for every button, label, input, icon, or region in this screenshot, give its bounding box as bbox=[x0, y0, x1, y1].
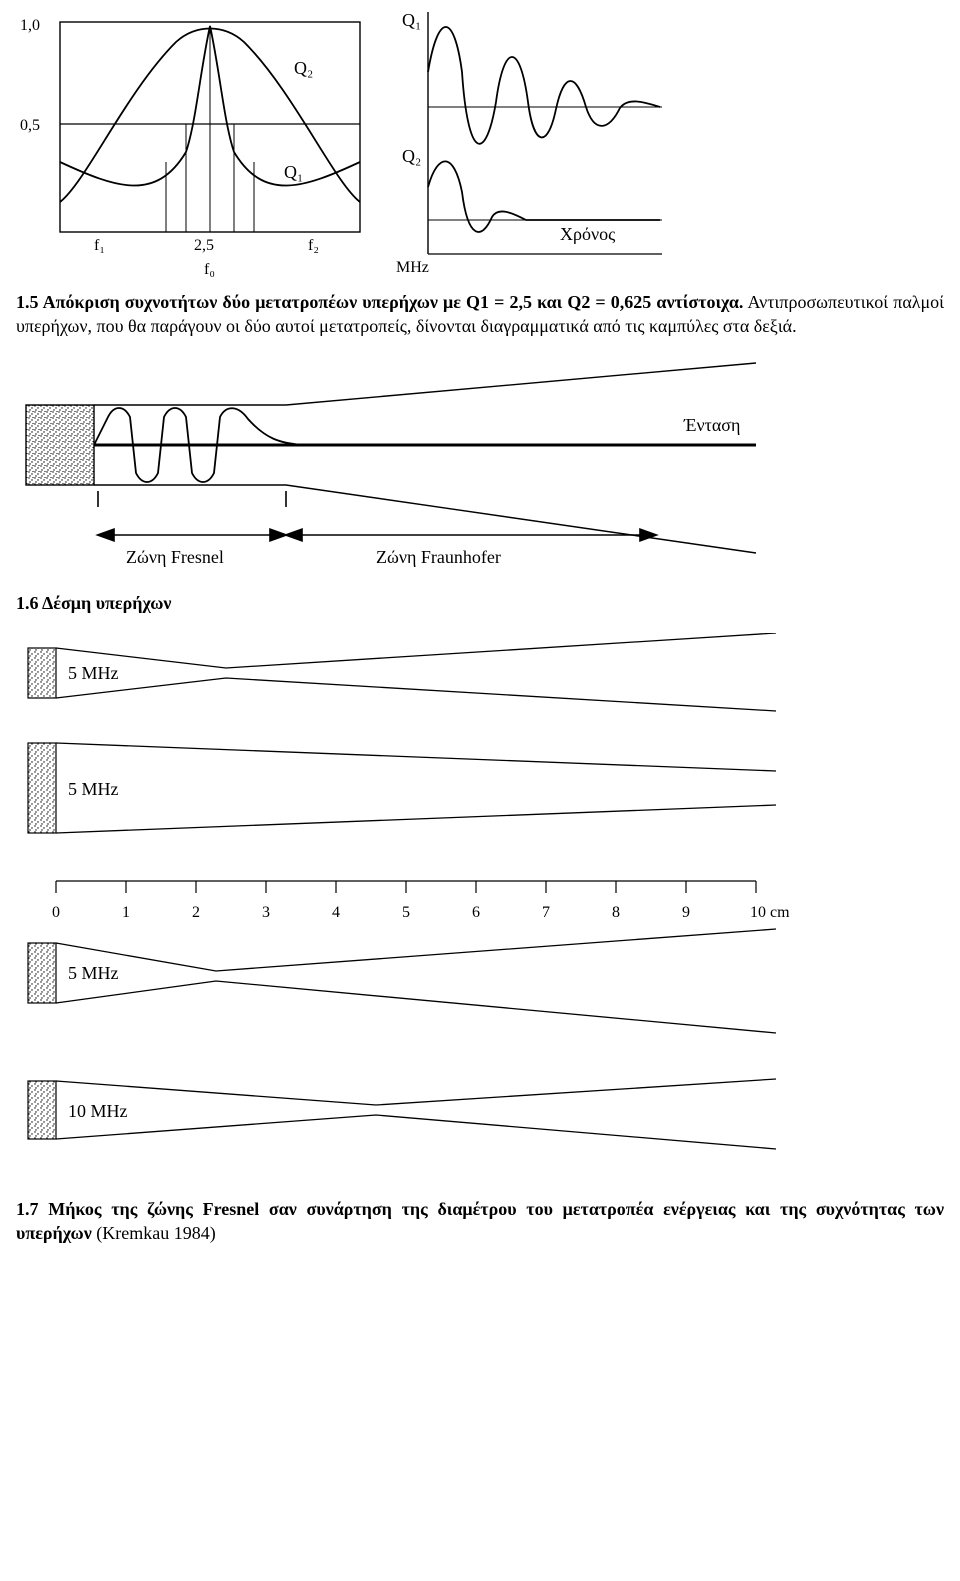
beam3-label: 5 MHz bbox=[68, 963, 119, 983]
caption-1-7-rest: (Kremkau 1984) bbox=[92, 1223, 216, 1243]
beam1-label: 5 MHz bbox=[68, 663, 119, 683]
q1-label: Q₁ bbox=[284, 162, 303, 182]
xlabel-25: 2,5 bbox=[194, 237, 214, 254]
q2-label: Q₂ bbox=[294, 58, 313, 78]
ruler-label-6: 6 bbox=[472, 904, 480, 921]
right-mhz-label: MHz bbox=[396, 259, 429, 276]
ylabel-1: 1,0 bbox=[20, 17, 40, 34]
ruler-label-0: 0 bbox=[52, 904, 60, 921]
ruler-label-10: 10 cm bbox=[750, 904, 790, 921]
ruler: 0 1 2 3 4 5 6 7 8 9 10 cm bbox=[52, 881, 790, 921]
ruler-label-8: 8 bbox=[612, 904, 620, 921]
intensity-label: Ένταση bbox=[683, 415, 740, 435]
beam4-label: 10 MHz bbox=[68, 1101, 128, 1121]
fig15-right-chart: Q₁ Q₂ MHz Χρόνος bbox=[396, 12, 666, 277]
ruler-label-5: 5 bbox=[402, 904, 410, 921]
fig15-left-chart: 1,0 0,5 Q₂ Q₁ f₁ 2,5 f₂ f₀ bbox=[16, 12, 376, 282]
ruler-label-1: 1 bbox=[122, 904, 130, 921]
xlabel-f1: f₁ bbox=[94, 237, 105, 254]
ylabel-05: 0,5 bbox=[20, 117, 40, 134]
ruler-label-9: 9 bbox=[682, 904, 690, 921]
figure-1-7: 5 MHz 5 MHz 0 1 2 3 4 5 6 7 8 9 10 cm 5 MHz 10 MHz bbox=[16, 633, 796, 1193]
xlabel-f2: f₂ bbox=[308, 237, 319, 254]
fraunhofer-label: Ζώνη Fraunhofer bbox=[376, 547, 501, 567]
ruler-label-3: 3 bbox=[262, 904, 270, 921]
fresnel-label: Ζώνη Fresnel bbox=[126, 547, 224, 567]
right-time-label: Χρόνος bbox=[560, 224, 615, 244]
figure-1-6: Ένταση Ζώνη Fresnel Ζώνη Fraunhofer bbox=[16, 357, 776, 587]
xlabel-f0: f₀ bbox=[204, 261, 215, 278]
caption-1-7: 1.7 Μήκος της ζώνης Fresnel σαν συνάρτησ… bbox=[16, 1197, 944, 1246]
caption-1-6: 1.6 Δέσμη υπερήχων bbox=[16, 591, 944, 615]
figure-1-5: 1,0 0,5 Q₂ Q₁ f₁ 2,5 f₂ f₀ Q₁ Q₂ bbox=[16, 12, 944, 282]
right-q1-label: Q₁ bbox=[402, 12, 421, 30]
caption-1-5: 1.5 Απόκριση συχνοτήτων δύο μετατροπέων … bbox=[16, 290, 944, 339]
ruler-label-7: 7 bbox=[542, 904, 550, 921]
ruler-label-2: 2 bbox=[192, 904, 200, 921]
beam2-label: 5 MHz bbox=[68, 779, 119, 799]
ruler-label-4: 4 bbox=[332, 904, 340, 921]
caption-1-5-bold: 1.5 Απόκριση συχνοτήτων δύο μετατροπέων … bbox=[16, 292, 743, 312]
caption-1-6-bold: 1.6 Δέσμη υπερήχων bbox=[16, 593, 171, 613]
right-q2-label: Q₂ bbox=[402, 146, 421, 166]
